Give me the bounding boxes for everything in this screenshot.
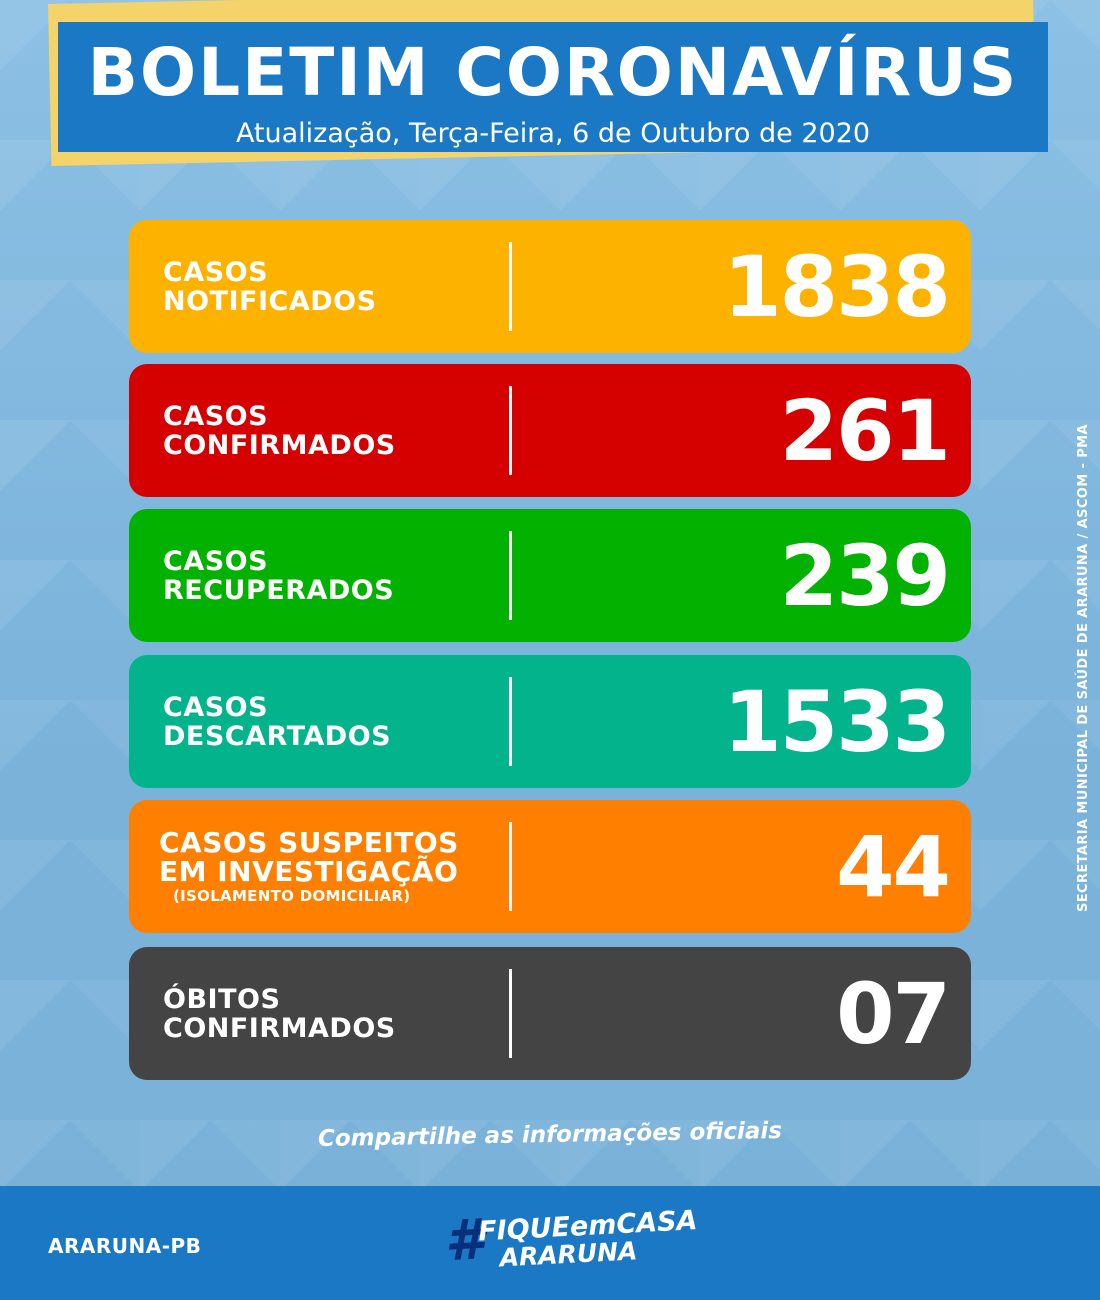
hashtag-logo: # FIQUEemCASA ARARUNA: [443, 1202, 698, 1284]
card-divider: [509, 822, 512, 911]
card-label-line3: (ISOLAMENTO DOMICILIAR): [173, 886, 411, 905]
card-divider: [509, 242, 512, 331]
side-credit: SECRETARIA MUNICIPAL DE SAÚDE DE ARARUNA…: [1076, 424, 1091, 912]
card-value: 261: [779, 381, 951, 480]
card-obitos-confirmados: ÓBITOS CONFIRMADOS 07: [129, 947, 971, 1080]
card-label: ÓBITOS CONFIRMADOS: [163, 985, 396, 1043]
card-label-line2: CONFIRMADOS: [163, 1012, 396, 1044]
card-casos-descartados: CASOS DESCARTADOS 1533: [129, 655, 971, 788]
card-label: CASOS DESCARTADOS: [163, 693, 391, 751]
card-label-line1: ÓBITOS: [163, 983, 281, 1015]
card-label-line1: CASOS: [163, 691, 269, 723]
card-value: 07: [836, 964, 951, 1063]
card-casos-recuperados: CASOS RECUPERADOS 239: [129, 509, 971, 642]
hashtag-line2: ARARUNA: [498, 1236, 639, 1273]
card-divider: [509, 677, 512, 766]
bulletin-title: BOLETIM CORONAVÍRUS: [87, 34, 1019, 111]
card-label-line2: CONFIRMADOS: [163, 429, 396, 461]
card-value: 239: [779, 526, 951, 625]
card-value: 1838: [723, 237, 951, 336]
card-label-line2: RECUPERADOS: [163, 574, 395, 606]
card-label-line2: EM INVESTIGAÇÃO: [159, 854, 459, 888]
card-divider: [509, 969, 512, 1058]
card-label-line2: NOTIFICADOS: [163, 285, 377, 317]
footer-bar: ARARUNA-PB # FIQUEemCASA ARARUNA: [0, 1186, 1100, 1300]
card-label-line1: CASOS: [163, 545, 269, 577]
update-date: Atualização, Terça-Feira, 6 de Outubro d…: [235, 118, 871, 149]
card-label: CASOS CONFIRMADOS: [163, 402, 396, 460]
card-value: 1533: [723, 672, 951, 771]
card-label: CASOS RECUPERADOS: [163, 547, 394, 605]
card-label: CASOS NOTIFICADOS: [163, 258, 377, 316]
card-divider: [509, 531, 512, 620]
card-casos-notificados: CASOS NOTIFICADOS 1838: [129, 220, 971, 353]
card-label-line1: CASOS: [163, 256, 269, 288]
card-casos-confirmados: CASOS CONFIRMADOS 261: [129, 364, 971, 497]
card-label-line1: CASOS SUSPEITOS: [159, 825, 459, 859]
card-label-line2: DESCARTADOS: [163, 720, 392, 752]
card-value: 44: [836, 817, 951, 916]
card-divider: [509, 386, 512, 475]
header-banner: BOLETIM CORONAVÍRUS Atualização, Terça-F…: [58, 22, 1048, 152]
city-label: ARARUNA-PB: [48, 1234, 202, 1258]
card-label: CASOS SUSPEITOS EM INVESTIGAÇÃO (ISOLAME…: [159, 828, 459, 906]
card-casos-suspeitos: CASOS SUSPEITOS EM INVESTIGAÇÃO (ISOLAME…: [129, 800, 971, 933]
card-label-line1: CASOS: [163, 400, 269, 432]
